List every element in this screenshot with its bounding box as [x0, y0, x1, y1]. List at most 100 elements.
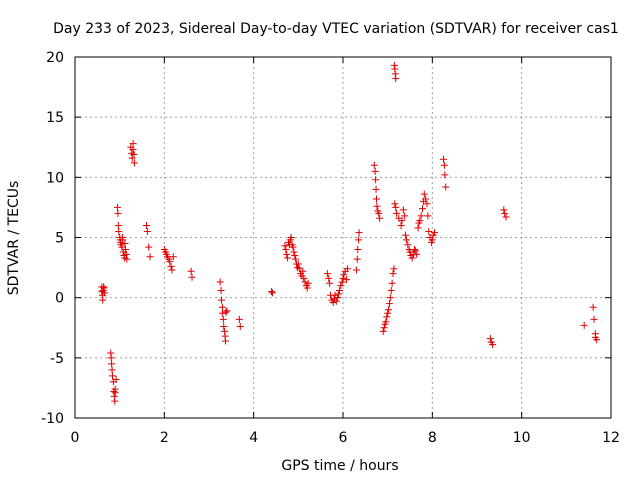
data-point: [284, 254, 292, 262]
data-point: [386, 294, 394, 302]
data-point: [130, 150, 138, 158]
data-point: [392, 203, 400, 211]
data-point: [335, 286, 343, 294]
data-point: [119, 236, 127, 244]
data-point: [295, 265, 303, 273]
data-point: [406, 248, 414, 256]
data-point: [399, 206, 407, 214]
data-point: [428, 236, 436, 244]
data-point: [168, 266, 176, 274]
data-point: [422, 195, 430, 203]
data-point: [130, 159, 138, 167]
data-point: [145, 243, 153, 251]
data-point: [268, 289, 276, 297]
data-point: [301, 278, 309, 286]
data-point: [115, 227, 123, 235]
data-point: [289, 243, 297, 251]
data-point: [372, 176, 380, 184]
data-point: [500, 206, 508, 214]
axis-ticks: 0 2 4 6 8 10 12 -10 -5 0 5 10 15 20: [41, 50, 620, 446]
data-point: [219, 315, 227, 323]
data-point: [220, 323, 228, 331]
data-point: [335, 290, 343, 298]
data-point: [431, 229, 439, 237]
x-tick-label: 12: [602, 430, 620, 446]
data-point: [114, 209, 122, 217]
data-point: [218, 303, 226, 311]
y-tick-label: 15: [46, 110, 64, 126]
x-tick-label: 0: [71, 430, 80, 446]
data-point: [326, 279, 334, 287]
data-point: [486, 335, 494, 343]
data-point: [118, 243, 126, 251]
data-point: [420, 190, 428, 198]
data-point: [419, 205, 427, 213]
data-point: [373, 202, 381, 210]
data-point: [235, 315, 243, 323]
data-points: [98, 61, 601, 405]
data-point: [413, 250, 421, 258]
data-point: [398, 217, 406, 225]
data-point: [109, 372, 117, 380]
x-tick-label: 8: [428, 430, 437, 446]
data-point: [100, 289, 108, 297]
data-point: [216, 278, 224, 286]
data-point: [372, 185, 380, 193]
data-point: [590, 315, 598, 323]
data-point: [376, 214, 384, 222]
data-point: [410, 246, 418, 254]
data-point: [384, 309, 392, 317]
data-point: [593, 336, 601, 344]
data-point: [236, 323, 244, 331]
data-point: [111, 389, 119, 397]
data-point: [423, 200, 431, 208]
grid-lines: [75, 57, 611, 418]
data-point: [334, 294, 342, 302]
data-point: [268, 288, 276, 296]
data-point: [440, 155, 447, 163]
data-point: [146, 253, 154, 261]
data-point: [293, 264, 301, 272]
data-point: [387, 286, 395, 294]
data-point: [416, 217, 424, 225]
data-point: [370, 161, 378, 169]
data-point: [589, 303, 597, 311]
data-point: [108, 366, 116, 374]
data-point: [404, 241, 412, 249]
data-point: [323, 270, 331, 278]
data-point: [393, 209, 401, 217]
data-point: [129, 140, 137, 148]
data-point: [287, 234, 295, 241]
data-point: [382, 318, 390, 326]
data-point: [292, 255, 300, 263]
data-point: [121, 246, 129, 254]
y-tick-label: 0: [55, 291, 64, 307]
data-point: [143, 227, 151, 235]
data-point: [380, 324, 388, 332]
data-point: [290, 248, 298, 256]
data-point: [392, 75, 400, 83]
data-point: [340, 271, 348, 279]
data-point: [383, 313, 391, 321]
data-point: [390, 265, 398, 273]
data-point: [385, 300, 393, 308]
data-point: [408, 254, 416, 262]
data-point: [291, 252, 299, 260]
data-point: [329, 298, 337, 306]
data-point: [343, 265, 351, 273]
data-point: [167, 262, 175, 270]
chart-title: Day 233 of 2023, Sidereal Day-to-day VTE…: [53, 21, 619, 37]
data-point: [373, 195, 380, 203]
data-point: [142, 221, 150, 229]
data-point: [442, 183, 450, 191]
data-point: [391, 200, 399, 208]
data-point: [107, 354, 115, 362]
data-point: [489, 341, 497, 349]
data-point: [299, 267, 307, 275]
data-point: [417, 212, 425, 220]
data-point: [354, 246, 362, 254]
data-point: [339, 274, 347, 282]
data-point: [283, 250, 291, 258]
data-point: [371, 167, 379, 175]
x-tick-label: 4: [249, 430, 258, 446]
